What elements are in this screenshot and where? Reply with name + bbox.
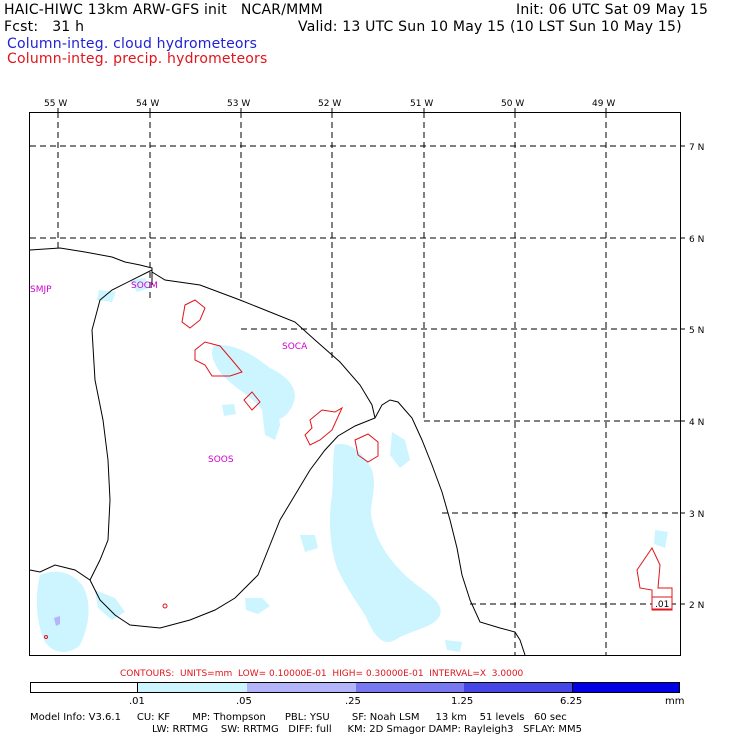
legend-swatch	[464, 682, 572, 693]
precip-contours	[44, 299, 673, 639]
legend-label: 1.25	[451, 696, 474, 707]
init-time: Init: 06 UTC Sat 09 May 15	[516, 2, 709, 18]
legend-label: 6.25	[560, 696, 583, 707]
legend-label: .25	[345, 696, 361, 707]
contour-label: .01	[655, 600, 669, 610]
axis-ticks	[57, 108, 685, 605]
valid-time: Valid: 13 UTC Sun 10 May 15 (10 LST Sun …	[298, 19, 682, 35]
model-info: Model Info: V3.6.1 CU: KF MP: Thompson P…	[30, 712, 567, 723]
model-title: HAIC-HIWC 13km ARW-GFS init NCAR/MMM	[4, 2, 323, 18]
cloud-hydrometeor-medium	[54, 616, 60, 626]
legend-label: .01	[129, 696, 145, 707]
lat-label: 5 N	[689, 326, 704, 336]
lat-label: 2 N	[689, 601, 704, 611]
lon-label: 54 W	[136, 99, 159, 109]
field-precip-label: Column-integ. precip. hydrometeors	[7, 51, 268, 67]
lon-label: 51 W	[410, 99, 433, 109]
coastline	[29, 247, 526, 656]
lon-label: 49 W	[592, 99, 615, 109]
legend-label: .05	[236, 696, 252, 707]
lat-label: 6 N	[689, 235, 704, 245]
legend-unit: mm	[665, 696, 685, 707]
station-label: SOOS	[208, 455, 234, 465]
lat-label: 7 N	[689, 143, 704, 153]
contour-info: CONTOURS: UNITS=mm LOW= 0.10000E-01 HIGH…	[120, 669, 524, 679]
legend-swatch	[572, 682, 680, 693]
lon-label: 52 W	[318, 99, 341, 109]
station-label: SOCM	[131, 281, 158, 291]
legend-swatch	[247, 682, 356, 693]
station-label: SMJP	[30, 285, 52, 295]
contour-label-box	[651, 596, 673, 610]
lon-label: 53 W	[227, 99, 250, 109]
field-cloud-label: Column-integ. cloud hydrometeors	[7, 36, 258, 52]
legend-swatch	[138, 682, 247, 693]
legend-swatch	[356, 682, 464, 693]
model-info-physics: LW: RRTMG SW: RRTMG DIFF: full KM: 2D Sm…	[152, 724, 582, 735]
lat-label: 4 N	[689, 418, 704, 428]
map-frame	[29, 112, 681, 656]
legend-swatch	[30, 682, 138, 693]
forecast-hour: Fcst: 31 h	[4, 19, 85, 35]
lon-label: 55 W	[44, 99, 67, 109]
station-label: SOCA	[282, 342, 308, 352]
cloud-hydrometeor-fill	[36, 278, 668, 652]
lat-lon-grid	[30, 112, 681, 655]
lon-label: 50 W	[501, 99, 524, 109]
lat-label: 3 N	[689, 510, 704, 520]
